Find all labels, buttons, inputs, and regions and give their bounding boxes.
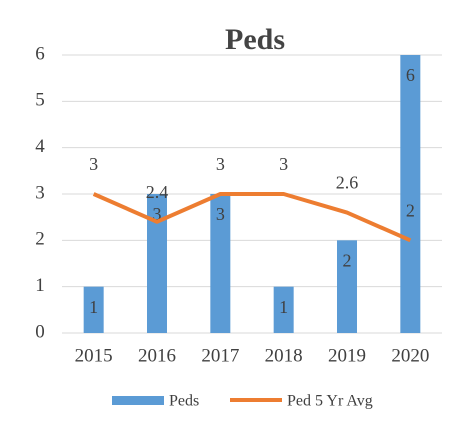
- bar-value-label: 3: [153, 204, 162, 224]
- x-tick-label: 2018: [265, 345, 303, 366]
- y-tick-label: 0: [35, 321, 45, 342]
- y-tick-label: 4: [35, 136, 45, 157]
- x-tick-label: 2020: [391, 345, 429, 366]
- x-tick-label: 2016: [138, 345, 176, 366]
- bar: [147, 194, 167, 333]
- x-tick-label: 2017: [201, 345, 239, 366]
- bar: [83, 286, 104, 333]
- bar-value-label: 1: [89, 297, 98, 317]
- line-value-label: 3: [89, 154, 98, 174]
- x-tick-label: 2015: [75, 345, 113, 366]
- line-value-label: 2.6: [336, 173, 359, 193]
- line: [92, 192, 412, 243]
- bar: [210, 194, 231, 333]
- y-tick-label: 5: [35, 90, 45, 111]
- chart-title: Peds: [225, 23, 285, 56]
- legend-label: Ped 5 Yr Avg: [287, 393, 373, 410]
- legend-swatch: [112, 396, 164, 405]
- y-tick-label: 6: [35, 43, 45, 64]
- line-value-label: 2: [406, 200, 415, 220]
- y-tick-label: 1: [35, 275, 45, 296]
- y-tick-label: 2: [35, 229, 45, 250]
- bar: [337, 240, 357, 333]
- x-tick-label: 2019: [328, 345, 366, 366]
- bar-value-label: 1: [279, 297, 288, 317]
- line-value-label: 3: [216, 154, 225, 174]
- bar-value-label: 3: [216, 204, 225, 224]
- bar: [273, 286, 294, 333]
- bar-value-label: 2: [343, 250, 352, 270]
- legend-label: Peds: [169, 393, 199, 410]
- bar-value-label: 6: [406, 65, 415, 85]
- bar: [400, 55, 421, 333]
- line-value-label: 3: [279, 154, 288, 174]
- line-value-label: 2.4: [146, 182, 169, 202]
- y-tick-label: 3: [35, 182, 45, 203]
